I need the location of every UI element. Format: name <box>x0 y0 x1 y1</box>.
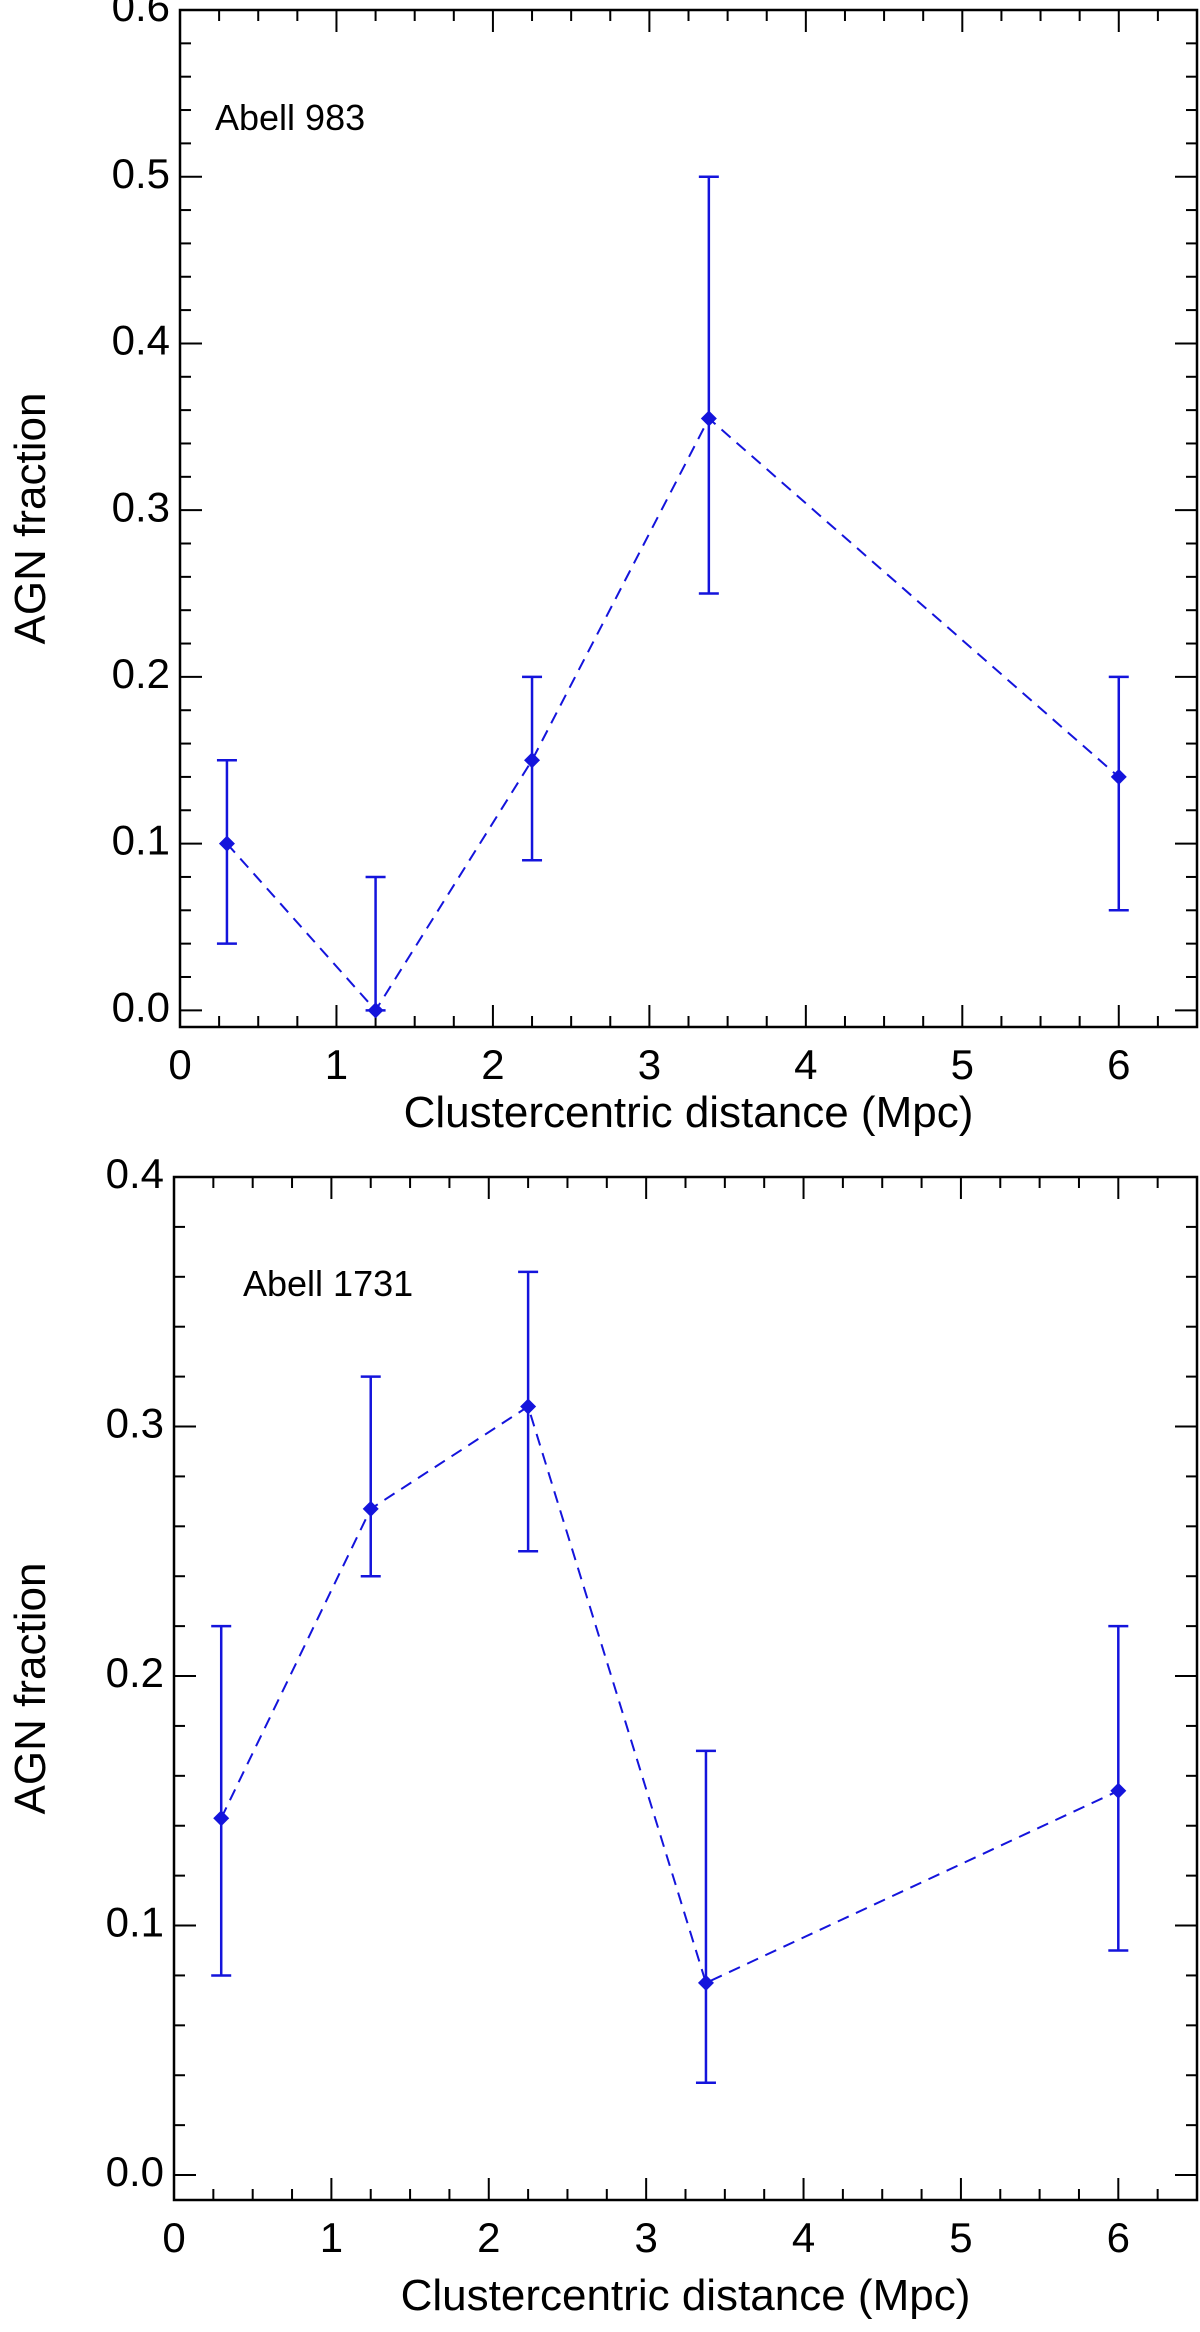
series-dashed-line <box>226 416 1120 1012</box>
y-tick-labels: 0.0 0.1 0.2 0.3 0.4 <box>106 1150 164 2195</box>
y-axis-label: AGN fraction <box>6 393 55 645</box>
y-tick-label: 0.3 <box>106 1400 164 1447</box>
cluster-annotation: Abell 983 <box>215 97 365 138</box>
x-tick-labels: 0 1 2 3 4 5 6 <box>162 2214 1130 2261</box>
x-tick-label: 1 <box>325 1041 348 1088</box>
data-point-marker <box>520 1398 537 1415</box>
data-series <box>216 175 1129 1019</box>
data-point-marker <box>213 1810 230 1827</box>
y-tick-label: 0.5 <box>112 150 170 197</box>
cluster-annotation: Abell 1731 <box>243 1263 413 1304</box>
data-point-marker <box>524 752 541 769</box>
x-tick-label: 0 <box>162 2214 185 2261</box>
data-point-marker <box>218 835 235 852</box>
data-series <box>211 1270 1129 2084</box>
chart-panel-abell-1731: 0.0 0.1 0.2 0.3 0.4 0 1 2 3 4 5 6 Cluste… <box>6 1150 1199 2320</box>
data-point-marker <box>367 1002 384 1019</box>
x-tick-label: 5 <box>951 1041 974 1088</box>
data-point-marker <box>362 1500 379 1517</box>
y-tick-labels: 0.0 0.1 0.2 0.3 0.4 0.5 0.6 <box>112 0 170 1030</box>
chart-panel-abell-983: 0.0 0.1 0.2 0.3 0.4 0.5 0.6 0 1 2 3 4 5 … <box>6 0 1199 1137</box>
x-tick-label: 6 <box>1107 1041 1130 1088</box>
y-tick-label: 0.2 <box>112 650 170 697</box>
y-tick-label: 0.2 <box>106 1649 164 1696</box>
data-point-marker <box>697 1974 714 1991</box>
x-tick-label: 0 <box>168 1041 191 1088</box>
y-tick-label: 0.1 <box>106 1899 164 1946</box>
y-tick-label: 0.4 <box>106 1150 164 1197</box>
axis-ticks <box>173 1176 1198 2200</box>
data-point-marker <box>1110 1782 1127 1799</box>
x-axis-label: Clustercentric distance (Mpc) <box>401 2271 971 2320</box>
x-tick-labels: 0 1 2 3 4 5 6 <box>168 1041 1130 1088</box>
y-tick-label: 0.6 <box>112 0 170 30</box>
x-tick-label: 6 <box>1107 2214 1130 2261</box>
x-tick-label: 4 <box>794 1041 817 1088</box>
plot-frame <box>178 8 1199 1029</box>
x-tick-label: 1 <box>320 2214 343 2261</box>
x-tick-label: 3 <box>638 1041 661 1088</box>
y-tick-label: 0.0 <box>112 983 170 1030</box>
x-tick-label: 4 <box>792 2214 815 2261</box>
y-tick-label: 0.0 <box>106 2148 164 2195</box>
x-tick-label: 2 <box>477 2214 500 2261</box>
x-tick-label: 3 <box>634 2214 657 2261</box>
axis-ticks <box>179 9 1198 1027</box>
x-tick-label: 2 <box>481 1041 504 1088</box>
y-tick-label: 0.1 <box>112 817 170 864</box>
data-point-marker <box>700 410 717 427</box>
y-axis-label: AGN fraction <box>6 1563 55 1815</box>
x-tick-label: 5 <box>949 2214 972 2261</box>
plot-frame <box>172 1175 1199 2202</box>
y-tick-label: 0.3 <box>112 483 170 530</box>
x-axis-label: Clustercentric distance (Mpc) <box>404 1088 974 1137</box>
data-point-marker <box>1110 768 1127 785</box>
y-tick-label: 0.4 <box>112 317 170 364</box>
series-dashed-line <box>220 1404 1119 1985</box>
